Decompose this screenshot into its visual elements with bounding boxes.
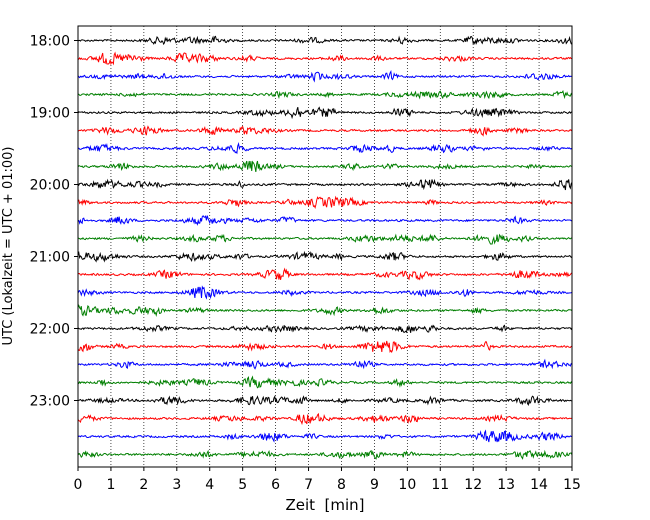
x-tick-label: 8 [337,477,346,493]
y-tick-label: 20:00 [30,178,70,194]
x-tick-label: 9 [370,477,379,493]
x-tick-label: 11 [431,477,449,493]
seismogram-trace [77,178,573,191]
x-axis-label: Zeit [min] [285,496,364,514]
plot-frame [77,25,573,468]
y-axis-ticks: 18:00 19:00 20:00 21:00 22:00 23:00 [30,34,78,410]
seismogram-trace [77,51,573,66]
seismogram-trace [78,195,573,209]
seismogram-trace [77,358,573,370]
seismogram-trace [77,141,573,155]
x-tick-label: 12 [464,477,482,493]
y-tick-label: 18:00 [30,34,70,50]
x-tick-label: 13 [497,477,515,493]
x-tick-label: 10 [398,477,416,493]
x-tick-label: 3 [172,477,181,493]
x-tick-label: 15 [563,477,581,493]
traces [77,35,573,460]
x-tick-label: 1 [106,477,115,493]
seismogram-trace [77,449,573,460]
x-tick-label: 5 [238,477,247,493]
x-tick-label: 2 [139,477,148,493]
x-tick-label: 14 [530,477,548,493]
x-tick-label: 7 [304,477,313,493]
seismogram-trace [77,304,573,318]
x-axis-ticks: 0 1 2 3 4 5 6 7 8 9 10 11 12 13 14 15 [74,467,581,493]
seismogram-trace [77,395,573,406]
x-tick-label: 0 [74,477,83,493]
seismogram-trace [77,35,573,46]
seismogram-trace [77,125,573,137]
y-tick-label: 23:00 [30,394,70,410]
plot-background [78,26,572,467]
seismogram-trace [77,340,573,354]
seismogram-trace [77,215,573,226]
seismogram-trace [77,324,573,334]
seismogram-trace [77,375,573,389]
y-tick-label: 21:00 [30,250,70,266]
seismogram-trace [77,250,573,263]
seismogram-trace [77,429,573,443]
x-tick-label: 4 [205,477,214,493]
seismogram-trace [77,160,573,173]
seismogram-trace [77,285,573,300]
seismogram-trace [77,106,573,120]
y-axis-label: UTC (Lokalzeit = UTC + 01:00) [1,147,16,346]
y-tick-label: 19:00 [30,106,70,122]
seismogram-trace [77,233,573,245]
y-tick-label: 22:00 [30,322,70,338]
seismogram-trace [77,70,573,83]
seismogram-trace [77,412,573,426]
seismogram-trace [77,89,573,100]
x-tick-label: 6 [271,477,280,493]
seismogram-trace [77,267,573,281]
